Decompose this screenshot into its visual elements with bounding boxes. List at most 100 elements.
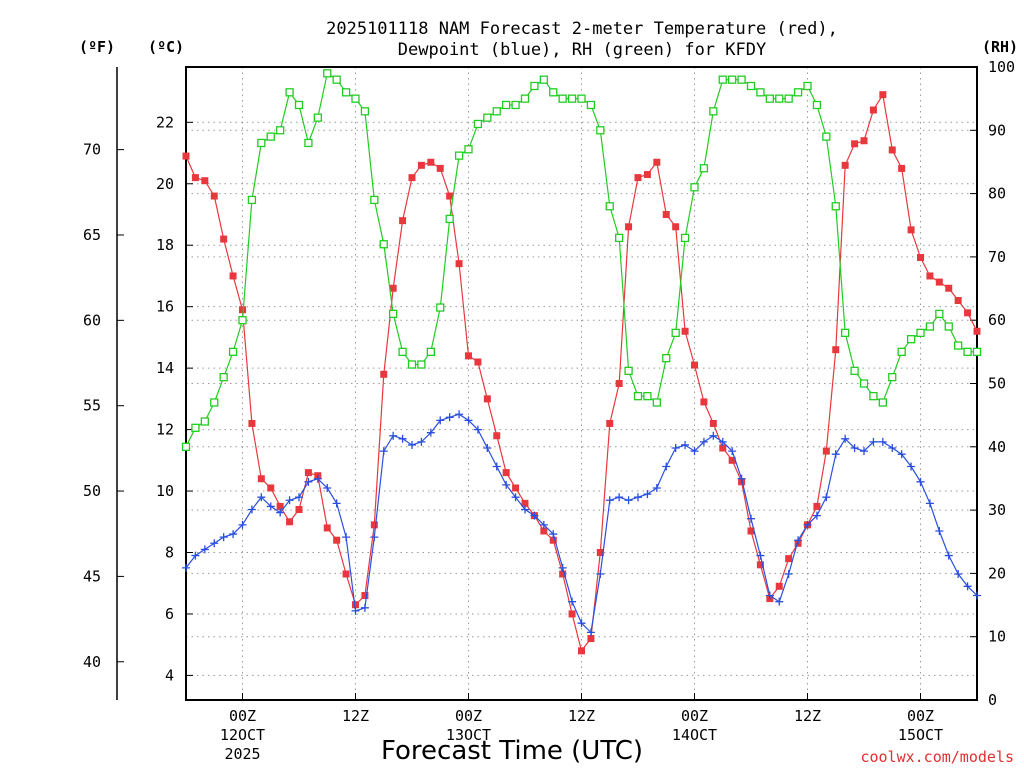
data-point (492, 107, 501, 116)
data-point (323, 69, 332, 78)
data-point (220, 235, 228, 243)
data-point (286, 518, 294, 526)
data-point (973, 591, 981, 600)
data-point (502, 480, 511, 489)
data-point (719, 444, 727, 452)
data-point (341, 88, 351, 97)
data-point (813, 502, 821, 510)
rh-tick-label: 40 (988, 438, 1006, 456)
data-point (691, 361, 698, 369)
data-point (502, 469, 510, 477)
data-point (540, 527, 548, 535)
data-point (304, 138, 313, 148)
data-point (605, 202, 614, 211)
data-point (841, 161, 849, 169)
data-point (916, 477, 925, 486)
rh-tick-label: 0 (988, 691, 997, 709)
data-point (690, 183, 699, 192)
data-point (624, 366, 633, 375)
data-point (436, 303, 445, 312)
data-point (549, 88, 558, 97)
data-point (718, 75, 727, 84)
data-point (389, 284, 397, 292)
fahrenheit-tick-label: 65 (83, 226, 101, 244)
data-point (653, 158, 661, 166)
data-point (850, 366, 859, 375)
data-point (577, 94, 586, 103)
data-point (812, 100, 822, 110)
data-point (285, 496, 294, 505)
celsius-tick-label: 18 (156, 236, 174, 254)
data-point (615, 493, 624, 502)
celsius-tick-label: 16 (156, 298, 174, 316)
data-point (756, 88, 765, 97)
fahrenheit-tick-label: 50 (83, 482, 101, 500)
data-point (408, 440, 416, 449)
data-point (229, 272, 237, 280)
data-point (370, 195, 379, 205)
data-point (276, 502, 284, 510)
x-tick-time: 12Z (568, 707, 595, 725)
data-point (370, 521, 378, 529)
rh-tick-label: 70 (988, 248, 1006, 266)
data-point (803, 81, 812, 91)
data-point (427, 158, 435, 166)
data-point (681, 327, 689, 335)
data-point (747, 514, 755, 523)
data-point (521, 505, 529, 514)
grid-lines (186, 66, 977, 701)
data-point (549, 530, 558, 539)
data-point (512, 484, 520, 492)
celsius-tick-label: 4 (165, 666, 174, 684)
data-point (436, 416, 445, 425)
data-point (672, 223, 680, 231)
data-point (888, 373, 897, 382)
credit-link[interactable]: coolwx.com/models (860, 748, 1014, 766)
x-tick-time: 00Z (907, 707, 934, 725)
data-point (559, 570, 567, 578)
data-point (662, 462, 671, 471)
data-point (464, 145, 473, 154)
data-point (935, 278, 943, 286)
data-point (578, 647, 585, 655)
data-point (963, 582, 972, 591)
data-point (304, 469, 312, 477)
data-point (276, 508, 285, 517)
celsius-tick-label: 6 (165, 605, 174, 623)
data-point (511, 100, 520, 110)
x-tick-date: 12OCT (220, 726, 265, 744)
data-point (860, 447, 868, 456)
data-point (879, 91, 887, 99)
data-point (352, 601, 359, 609)
x-tick-time: 00Z (681, 707, 708, 725)
data-point (568, 597, 577, 606)
data-point (210, 539, 219, 548)
data-point (822, 493, 831, 502)
data-point (907, 462, 916, 471)
rh-tick-label: 100 (988, 58, 1015, 76)
data-point (267, 484, 275, 492)
data-point (888, 146, 896, 154)
data-point (699, 437, 708, 446)
data-point (596, 126, 605, 135)
data-point (831, 202, 840, 211)
data-point (389, 309, 398, 319)
data-point (634, 174, 642, 182)
data-point (803, 520, 812, 529)
data-point (493, 432, 501, 440)
data-point (332, 499, 341, 508)
data-point (822, 132, 831, 141)
data-point (247, 505, 256, 514)
data-point (417, 360, 426, 369)
data-point (746, 81, 756, 91)
data-point (539, 75, 548, 84)
data-point (295, 493, 303, 502)
data-point (652, 398, 661, 407)
data-point (917, 254, 924, 262)
data-point (794, 536, 803, 545)
series-2 (181, 69, 982, 451)
data-point (680, 233, 690, 243)
data-point (728, 447, 737, 456)
celsius-tick-label: 14 (156, 359, 174, 377)
tick-labels: 4 6 8 10 12 14 16 18 20 22 0 10 20 30 40 50 60 70 80 90 100 4… (83, 58, 1015, 763)
